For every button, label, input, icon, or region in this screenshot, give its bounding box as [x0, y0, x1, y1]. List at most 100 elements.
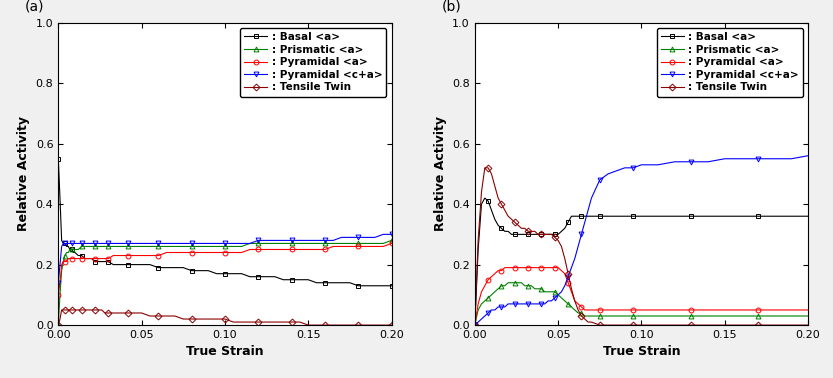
: Prismatic <a>: (0.068, 0.03): Prismatic <a>: (0.068, 0.03) [583, 314, 593, 318]
Legend: : Basal <a>, : Prismatic <a>, : Pyramidal <a>, : Pyramidal <c+a>, : Tensile Twin: : Basal <a>, : Prismatic <a>, : Pyramida… [656, 28, 803, 97]
: Pyramidal <c+a>: (0.048, 0.09): Pyramidal <c+a>: (0.048, 0.09) [550, 296, 560, 300]
: Pyramidal <c+a>: (0.042, 0.27): Pyramidal <c+a>: (0.042, 0.27) [123, 241, 133, 246]
Text: (a): (a) [25, 0, 44, 14]
Y-axis label: Relative Activity: Relative Activity [17, 116, 30, 231]
: Prismatic <a>: (0.064, 0.04): Prismatic <a>: (0.064, 0.04) [576, 311, 586, 315]
: Pyramidal <c+a>: (0.002, 0.26): Pyramidal <c+a>: (0.002, 0.26) [57, 244, 67, 249]
: Tensile Twin: (0.17, 0): Tensile Twin: (0.17, 0) [753, 323, 763, 327]
: Basal <a>: (0.11, 0.17): Basal <a>: (0.11, 0.17) [237, 271, 247, 276]
: Pyramidal <a>: (0.2, 0.27): Pyramidal <a>: (0.2, 0.27) [387, 241, 397, 246]
: Tensile Twin: (0.045, 0.04): Tensile Twin: (0.045, 0.04) [128, 311, 138, 315]
: Tensile Twin: (0.004, 0.05): Tensile Twin: (0.004, 0.05) [60, 308, 70, 312]
: Tensile Twin: (0, 0): Tensile Twin: (0, 0) [470, 323, 480, 327]
: Tensile Twin: (0.01, 0.5): Tensile Twin: (0.01, 0.5) [486, 172, 496, 176]
: Pyramidal <a>: (0.038, 0.19): Pyramidal <a>: (0.038, 0.19) [533, 265, 543, 270]
: Tensile Twin: (0.2, 0): Tensile Twin: (0.2, 0) [387, 323, 397, 327]
: Pyramidal <c+a>: (0.02, 0.27): Pyramidal <c+a>: (0.02, 0.27) [87, 241, 97, 246]
: Pyramidal <c+a>: (0.2, 0.56): Pyramidal <c+a>: (0.2, 0.56) [803, 153, 813, 158]
: Basal <a>: (0, 0): Basal <a>: (0, 0) [470, 323, 480, 327]
: Pyramidal <c+a>: (0.008, 0.04): Pyramidal <c+a>: (0.008, 0.04) [483, 311, 493, 315]
: Pyramidal <a>: (0, 0.1): Pyramidal <a>: (0, 0.1) [53, 293, 63, 297]
: Tensile Twin: (0.006, 0.52): Tensile Twin: (0.006, 0.52) [480, 166, 490, 170]
: Prismatic <a>: (0.02, 0.26): Prismatic <a>: (0.02, 0.26) [87, 244, 97, 249]
Line: : Tensile Twin: : Tensile Twin [56, 308, 394, 327]
: Pyramidal <a>: (0.064, 0.06): Pyramidal <a>: (0.064, 0.06) [576, 305, 586, 309]
: Basal <a>: (0.068, 0.36): Basal <a>: (0.068, 0.36) [583, 214, 593, 218]
: Prismatic <a>: (0.038, 0.12): Prismatic <a>: (0.038, 0.12) [533, 287, 543, 291]
: Pyramidal <a>: (0.05, 0.19): Pyramidal <a>: (0.05, 0.19) [553, 265, 563, 270]
Line: : Pyramidal <a>: : Pyramidal <a> [56, 241, 394, 297]
: Prismatic <a>: (0.05, 0.1): Prismatic <a>: (0.05, 0.1) [553, 293, 563, 297]
: Basal <a>: (0.002, 0.28): Basal <a>: (0.002, 0.28) [57, 238, 67, 243]
: Pyramidal <a>: (0.115, 0.25): Pyramidal <a>: (0.115, 0.25) [245, 247, 255, 252]
: Prismatic <a>: (0.003, 0.21): Prismatic <a>: (0.003, 0.21) [58, 259, 68, 264]
Line: : Prismatic <a>: : Prismatic <a> [56, 238, 394, 327]
: Pyramidal <c+a>: (0.036, 0.07): Pyramidal <c+a>: (0.036, 0.07) [530, 302, 540, 306]
: Prismatic <a>: (0.008, 0.09): Prismatic <a>: (0.008, 0.09) [483, 296, 493, 300]
: Pyramidal <a>: (0.003, 0.21): Pyramidal <a>: (0.003, 0.21) [58, 259, 68, 264]
: Pyramidal <c+a>: (0.003, 0.27): Pyramidal <c+a>: (0.003, 0.27) [58, 241, 68, 246]
X-axis label: True Strain: True Strain [602, 345, 681, 358]
Line: : Tensile Twin: : Tensile Twin [472, 166, 811, 327]
: Basal <a>: (0, 0.55): Basal <a>: (0, 0.55) [53, 156, 63, 161]
: Pyramidal <a>: (0.2, 0.05): Pyramidal <a>: (0.2, 0.05) [803, 308, 813, 312]
: Tensile Twin: (0, 0): Tensile Twin: (0, 0) [53, 323, 63, 327]
: Prismatic <a>: (0.17, 0.03): Prismatic <a>: (0.17, 0.03) [753, 314, 763, 318]
: Pyramidal <a>: (0.11, 0.24): Pyramidal <a>: (0.11, 0.24) [237, 250, 247, 255]
Y-axis label: Relative Activity: Relative Activity [434, 116, 446, 231]
: Pyramidal <c+a>: (0.11, 0.27): Pyramidal <c+a>: (0.11, 0.27) [237, 241, 247, 246]
: Basal <a>: (0.02, 0.22): Basal <a>: (0.02, 0.22) [87, 256, 97, 261]
Line: : Basal <a>: : Basal <a> [56, 156, 394, 288]
: Tensile Twin: (0.003, 0.05): Tensile Twin: (0.003, 0.05) [58, 308, 68, 312]
: Tensile Twin: (0.05, 0.28): Tensile Twin: (0.05, 0.28) [553, 238, 563, 243]
: Tensile Twin: (0.038, 0.3): Tensile Twin: (0.038, 0.3) [533, 232, 543, 237]
: Pyramidal <c+a>: (0.062, 0.26): Pyramidal <c+a>: (0.062, 0.26) [573, 244, 583, 249]
: Pyramidal <a>: (0.008, 0.15): Pyramidal <a>: (0.008, 0.15) [483, 277, 493, 282]
: Basal <a>: (0.2, 0.13): Basal <a>: (0.2, 0.13) [387, 284, 397, 288]
: Tensile Twin: (0.12, 0.01): Tensile Twin: (0.12, 0.01) [253, 320, 263, 324]
: Pyramidal <c+a>: (0.115, 0.27): Pyramidal <c+a>: (0.115, 0.27) [245, 241, 255, 246]
: Basal <a>: (0.064, 0.36): Basal <a>: (0.064, 0.36) [576, 214, 586, 218]
: Basal <a>: (0.2, 0.36): Basal <a>: (0.2, 0.36) [803, 214, 813, 218]
: Prismatic <a>: (0.11, 0.26): Prismatic <a>: (0.11, 0.26) [237, 244, 247, 249]
: Tensile Twin: (0.002, 0.05): Tensile Twin: (0.002, 0.05) [57, 308, 67, 312]
Line: : Basal <a>: : Basal <a> [472, 196, 811, 327]
: Pyramidal <c+a>: (0, 0): Pyramidal <c+a>: (0, 0) [470, 323, 480, 327]
Line: : Pyramidal <c+a>: : Pyramidal <c+a> [472, 153, 811, 327]
: Basal <a>: (0.05, 0.3): Basal <a>: (0.05, 0.3) [553, 232, 563, 237]
Line: : Prismatic <a>: : Prismatic <a> [472, 280, 811, 327]
X-axis label: True Strain: True Strain [186, 345, 264, 358]
: Prismatic <a>: (0, 0): Prismatic <a>: (0, 0) [53, 323, 63, 327]
: Pyramidal <a>: (0.17, 0.05): Pyramidal <a>: (0.17, 0.05) [753, 308, 763, 312]
: Pyramidal <a>: (0.02, 0.22): Pyramidal <a>: (0.02, 0.22) [87, 256, 97, 261]
: Prismatic <a>: (0.02, 0.14): Prismatic <a>: (0.02, 0.14) [503, 280, 513, 285]
: Prismatic <a>: (0.002, 0.18): Prismatic <a>: (0.002, 0.18) [57, 268, 67, 273]
: Basal <a>: (0.042, 0.2): Basal <a>: (0.042, 0.2) [123, 262, 133, 267]
Legend: : Basal <a>, : Prismatic <a>, : Pyramidal <a>, : Pyramidal <c+a>, : Tensile Twin: : Basal <a>, : Prismatic <a>, : Pyramida… [240, 28, 387, 97]
: Prismatic <a>: (0.042, 0.26): Prismatic <a>: (0.042, 0.26) [123, 244, 133, 249]
: Basal <a>: (0.003, 0.27): Basal <a>: (0.003, 0.27) [58, 241, 68, 246]
Line: : Pyramidal <c+a>: : Pyramidal <c+a> [56, 232, 394, 285]
: Pyramidal <c+a>: (0, 0.14): Pyramidal <c+a>: (0, 0.14) [53, 280, 63, 285]
: Prismatic <a>: (0.115, 0.27): Prismatic <a>: (0.115, 0.27) [245, 241, 255, 246]
: Pyramidal <a>: (0.002, 0.2): Pyramidal <a>: (0.002, 0.2) [57, 262, 67, 267]
: Pyramidal <c+a>: (0.16, 0.55): Pyramidal <c+a>: (0.16, 0.55) [736, 156, 746, 161]
Line: : Pyramidal <a>: : Pyramidal <a> [472, 265, 811, 327]
: Tensile Twin: (0.115, 0.01): Tensile Twin: (0.115, 0.01) [245, 320, 255, 324]
: Basal <a>: (0.01, 0.38): Basal <a>: (0.01, 0.38) [486, 208, 496, 212]
: Tensile Twin: (0.068, 0.01): Tensile Twin: (0.068, 0.01) [583, 320, 593, 324]
Text: (b): (b) [441, 0, 461, 14]
: Prismatic <a>: (0.2, 0.28): Prismatic <a>: (0.2, 0.28) [387, 238, 397, 243]
: Pyramidal <a>: (0.018, 0.19): Pyramidal <a>: (0.018, 0.19) [500, 265, 510, 270]
: Pyramidal <c+a>: (0.066, 0.34): Pyramidal <c+a>: (0.066, 0.34) [580, 220, 590, 225]
: Basal <a>: (0.038, 0.3): Basal <a>: (0.038, 0.3) [533, 232, 543, 237]
: Basal <a>: (0.18, 0.13): Basal <a>: (0.18, 0.13) [353, 284, 363, 288]
: Pyramidal <c+a>: (0.195, 0.3): Pyramidal <c+a>: (0.195, 0.3) [378, 232, 388, 237]
: Pyramidal <a>: (0.042, 0.23): Pyramidal <a>: (0.042, 0.23) [123, 253, 133, 258]
: Basal <a>: (0.006, 0.42): Basal <a>: (0.006, 0.42) [480, 196, 490, 200]
: Pyramidal <a>: (0, 0): Pyramidal <a>: (0, 0) [470, 323, 480, 327]
: Tensile Twin: (0.2, 0): Tensile Twin: (0.2, 0) [803, 323, 813, 327]
: Basal <a>: (0.115, 0.16): Basal <a>: (0.115, 0.16) [245, 274, 255, 279]
: Tensile Twin: (0.064, 0.03): Tensile Twin: (0.064, 0.03) [576, 314, 586, 318]
: Pyramidal <c+a>: (0.2, 0.3): Pyramidal <c+a>: (0.2, 0.3) [387, 232, 397, 237]
